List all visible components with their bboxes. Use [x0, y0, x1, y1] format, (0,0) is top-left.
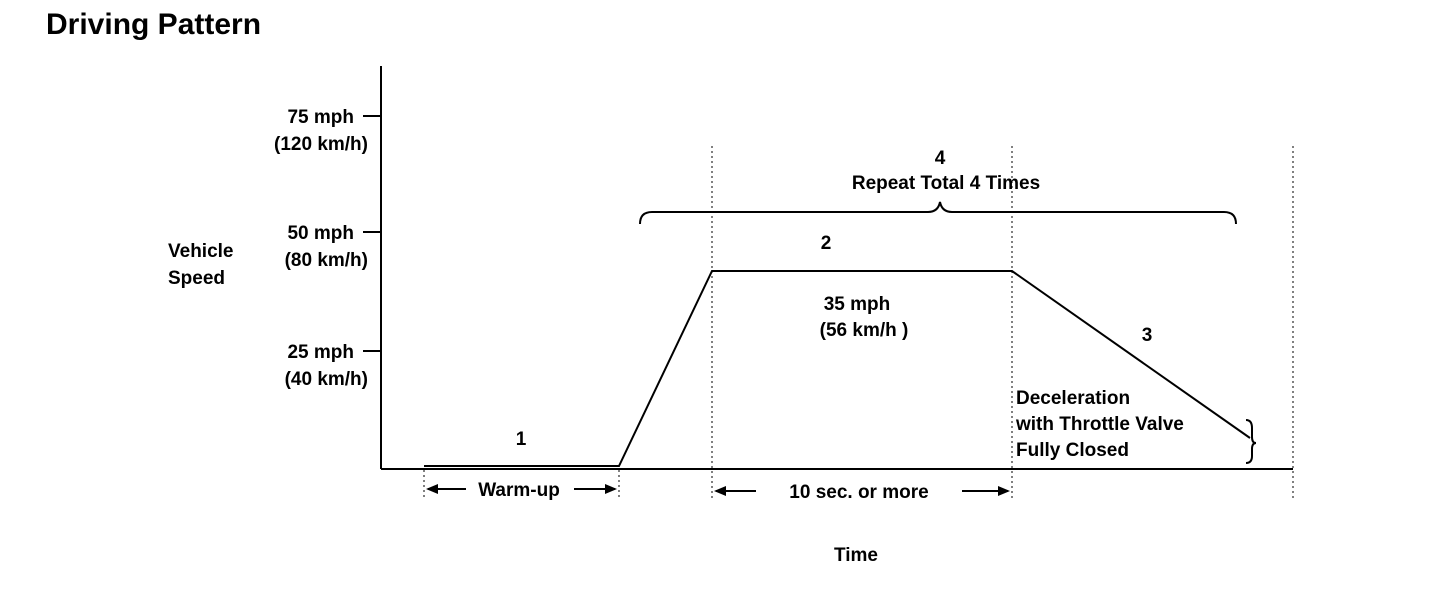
deceleration-note-line3: Fully Closed	[1016, 440, 1129, 461]
step-3-label: 3	[1142, 325, 1153, 346]
speed-profile-line	[424, 270, 1251, 467]
step-4-number: 4	[935, 148, 946, 169]
cruise-speed-mph: 35 mph	[824, 294, 891, 315]
y-tick-label-50-mph: 50 mph	[287, 223, 354, 244]
x-axis-label: Time	[834, 545, 878, 566]
y-tick-label-50-kmh: (80 km/h)	[285, 250, 368, 271]
step-2-label: 2	[821, 233, 832, 254]
y-tick-label-75-kmh: (120 km/h)	[274, 134, 368, 155]
repeat-brace	[639, 201, 1237, 225]
cruise-speed-kmh: (56 km/h )	[820, 320, 909, 341]
warmup-label: Warm-up	[478, 480, 560, 501]
warmup-arrowhead-right	[605, 484, 617, 494]
y-tick-label-25-mph: 25 mph	[287, 342, 354, 363]
warmup-arrowhead-left	[426, 484, 438, 494]
y-tick-label-75-mph: 75 mph	[287, 107, 354, 128]
deceleration-end-brace	[1245, 419, 1257, 464]
y-axis-label-line2: Speed	[168, 268, 225, 289]
step-4-text: Repeat Total 4 Times	[852, 173, 1040, 194]
duration-arrowhead-left	[714, 486, 726, 496]
duration-label: 10 sec. or more	[789, 482, 928, 503]
step-1-label: 1	[516, 429, 527, 450]
page-title: Driving Pattern	[46, 8, 262, 41]
deceleration-note-line2: with Throttle Valve	[1015, 414, 1184, 435]
y-axis-label-line1: Vehicle	[168, 241, 234, 262]
duration-arrowhead-right	[998, 486, 1010, 496]
deceleration-note-line1: Deceleration	[1016, 388, 1130, 409]
y-tick-label-25-kmh: (40 km/h)	[285, 369, 368, 390]
